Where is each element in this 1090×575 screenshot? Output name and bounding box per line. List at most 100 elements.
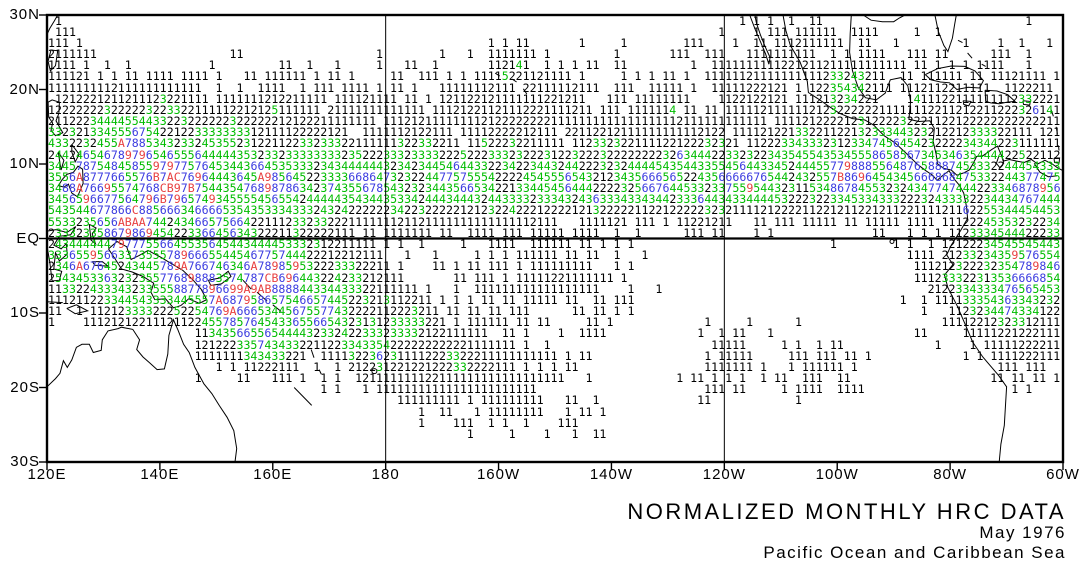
- data-run: C: [131, 203, 139, 218]
- data-run: 3: [292, 225, 300, 240]
- data-row: 1133224333432335558877896699A9AB88884433…: [48, 281, 1060, 296]
- data-row: 1212223357434332211223343354222222222221…: [48, 337, 1061, 352]
- data-run: 22: [997, 136, 1012, 151]
- data-run: 5: [117, 192, 125, 207]
- data-run: 4: [341, 326, 349, 341]
- data-run: 2: [75, 214, 83, 229]
- data-run: 7: [229, 270, 237, 285]
- data-run: 2221: [1032, 91, 1061, 106]
- data-run: 3: [110, 270, 118, 285]
- data-run: 221111 1111111212211111 111121111 11 1 1…: [166, 91, 830, 106]
- data-run: 55: [145, 237, 160, 251]
- data-run: 888: [194, 270, 216, 285]
- data-row: 1 1 1 1 1 11 1: [48, 15, 1060, 27]
- data-run: 22111 121: [997, 125, 1061, 140]
- data-run: 2: [48, 147, 55, 162]
- data-run: 7: [1046, 169, 1054, 184]
- data-run: 2: [334, 326, 342, 341]
- data-run: 34: [1046, 214, 1061, 229]
- data-run: 8: [278, 259, 286, 274]
- data-run: 9: [145, 192, 153, 207]
- data-run: 9: [166, 158, 174, 173]
- data-run: 9: [208, 192, 216, 207]
- chart-region: Pacific Ocean and Caribbean Sea: [763, 543, 1066, 562]
- data-run: 2: [418, 181, 426, 196]
- data-run: 9: [173, 192, 181, 207]
- data-run: 33: [348, 270, 363, 285]
- data-run: 5: [1053, 169, 1061, 184]
- data-run: 9: [187, 270, 195, 285]
- data-run: 768: [243, 181, 265, 196]
- data-run: 6878: [1011, 181, 1040, 196]
- data-run: 554: [1039, 248, 1061, 263]
- data-run: 5: [222, 214, 230, 229]
- coast-us-gulf: [862, 14, 906, 23]
- data-run: 1111111: [48, 348, 244, 363]
- data-run: 45355: [201, 136, 237, 151]
- data-run: 9: [103, 181, 111, 196]
- data-row: 111211223344543333445557A687958657546657…: [48, 292, 1060, 307]
- data-run: 333: [320, 136, 342, 151]
- data-row: 11 1 11212333322252254769A66653445675577…: [48, 304, 1060, 319]
- data-run: 54: [194, 304, 209, 319]
- data-run: 877766: [82, 169, 125, 184]
- data-run: 554454: [208, 248, 251, 263]
- data-run: 3343354: [341, 337, 391, 352]
- data-run: 222222: [187, 114, 230, 129]
- data-run: 7: [1004, 304, 1012, 319]
- data-run: 35: [82, 214, 97, 229]
- data-run: 22: [962, 270, 977, 285]
- data-run: 454: [899, 136, 921, 151]
- data-run: 6: [885, 158, 893, 173]
- data-run: 2: [913, 125, 921, 140]
- data-run: 3: [613, 136, 621, 151]
- data-run: 54: [145, 125, 160, 140]
- data-run: 3: [369, 348, 377, 363]
- data-run: 2222: [934, 136, 963, 151]
- data-run: 6: [955, 147, 963, 162]
- data-run: 43: [795, 169, 810, 184]
- data-run: 22212212111 1 1 1 1 1 111111 11 11 1 1 1…: [306, 248, 963, 263]
- x-axis-label-180: 180: [371, 466, 400, 483]
- data-run: 1 1 1 1 11: [48, 426, 1061, 441]
- data-run: 2: [836, 91, 844, 106]
- data-run: 9: [124, 225, 132, 240]
- data-run: 77: [320, 304, 335, 319]
- data-run: 3: [983, 259, 991, 274]
- coast-australia: [46, 318, 238, 463]
- data-run: 8678: [830, 181, 859, 196]
- data-run: 333: [362, 326, 384, 341]
- data-row: 4332232455A78853432332453552312211223323…: [48, 136, 1060, 151]
- data-run: 2221122122222222222211: [906, 114, 1061, 129]
- data-run: 5: [173, 304, 181, 319]
- data-run: A: [117, 136, 125, 151]
- data-run: 66: [460, 181, 474, 196]
- data-run: 5343: [145, 136, 174, 151]
- data-run: 2: [306, 237, 314, 251]
- data-run: 34534: [920, 147, 956, 162]
- data-run: 3: [320, 181, 328, 196]
- data-run: 787: [75, 158, 97, 173]
- data-run: 3: [1046, 292, 1054, 307]
- data-run: 2: [390, 158, 398, 173]
- data-run: 3: [313, 237, 321, 251]
- data-run: 9: [243, 292, 251, 307]
- data-run: 2: [131, 281, 139, 296]
- data-run: 9: [1011, 248, 1019, 263]
- data-run: 22211 1 11 1 11 111 1 111111111 1 1 1112…: [355, 259, 956, 274]
- data-run: 4: [376, 169, 384, 184]
- data-run: 6: [68, 192, 76, 207]
- data-run: 222: [152, 304, 174, 319]
- island-timor: [66, 304, 90, 315]
- data-run: 7: [180, 181, 188, 196]
- data-run: 6: [1004, 292, 1012, 307]
- data-row: 2333233586798694542233664563432221132222…: [48, 225, 1060, 240]
- data-run: 544354: [201, 181, 244, 196]
- data-run: 3: [718, 203, 726, 218]
- data-run: 5: [313, 292, 321, 307]
- data-run: 2122111111 11 1 1 1111 1 1 11 1 11 11111…: [418, 326, 1061, 341]
- data-run: 22222212122211111111 1112121111111121222…: [236, 114, 858, 129]
- data-run: 55344454453: [983, 203, 1061, 218]
